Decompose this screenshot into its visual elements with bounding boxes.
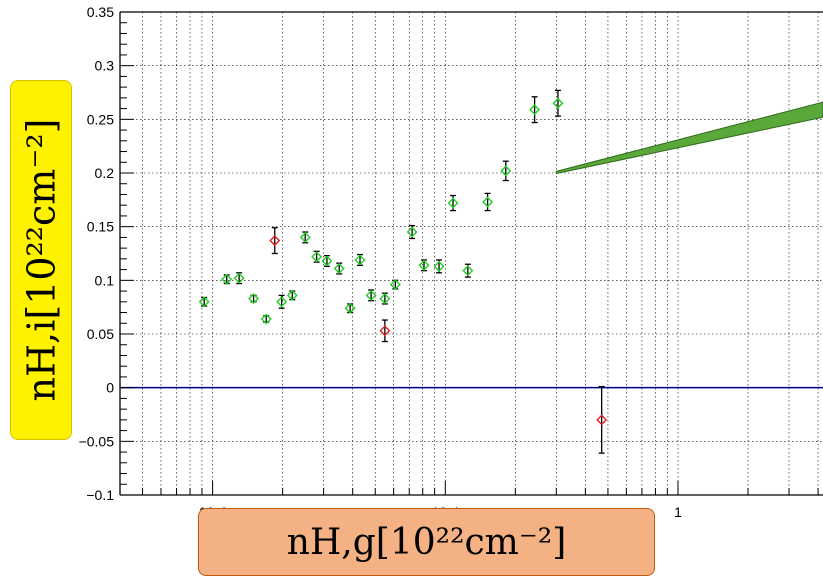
- data-point: [500, 160, 512, 182]
- data-point: [462, 263, 474, 278]
- point-marker: [379, 293, 391, 305]
- point-marker: [269, 235, 281, 247]
- data-point: [198, 296, 210, 308]
- data-point: [260, 313, 272, 325]
- y-tick-label: −0.05: [79, 433, 115, 449]
- point-marker: [344, 302, 356, 314]
- data-point: [433, 259, 445, 274]
- data-point: [406, 224, 418, 240]
- data-point: [269, 227, 281, 255]
- point-marker: [482, 196, 494, 208]
- point-marker: [379, 325, 391, 337]
- data-point: [552, 89, 564, 117]
- point-marker: [276, 296, 288, 308]
- y-tick-labels: 0.35 0.3 0.25 0.2 0.15 0.1 0.05 0 −0.05 −0.1: [79, 4, 115, 503]
- y-tick-label: 0.05: [87, 326, 114, 342]
- point-marker: [596, 414, 608, 426]
- data-point: [299, 231, 311, 244]
- data-point: [596, 385, 608, 454]
- data-point: [233, 272, 245, 285]
- data-point: [286, 289, 298, 301]
- point-marker: [462, 265, 474, 277]
- data-point: [389, 279, 401, 291]
- point-marker: [447, 197, 459, 209]
- point-marker: [321, 255, 333, 267]
- x-axis-label: nH,g[10²²cm⁻²]: [286, 521, 567, 563]
- y-tick-label: 0.1: [95, 272, 115, 288]
- data-point: [482, 192, 494, 212]
- axes: [119, 11, 823, 496]
- point-marker: [260, 313, 272, 325]
- point-marker: [418, 259, 430, 271]
- y-tick-label: 0.2: [95, 165, 115, 181]
- data-point: [354, 253, 366, 266]
- point-marker: [311, 251, 323, 263]
- x-tick-label: 1: [674, 504, 682, 520]
- y-axis-label: nH,i[10²²cm⁻²]: [19, 118, 64, 402]
- data-point: [365, 289, 377, 302]
- data-point: [447, 194, 459, 212]
- y-axis-label-box: nH,i[10²²cm⁻²]: [10, 80, 72, 440]
- point-marker: [333, 263, 345, 275]
- y-tick-label: 0.15: [87, 219, 114, 235]
- y-tick-label: 0.35: [87, 4, 114, 20]
- point-marker: [389, 279, 401, 291]
- point-marker: [529, 104, 541, 116]
- point-marker: [233, 272, 245, 284]
- point-marker: [354, 254, 366, 266]
- grid-lines: [119, 11, 823, 496]
- data-point: [311, 250, 323, 263]
- fit-band-area: [555, 101, 823, 175]
- y-tick-label: 0: [106, 380, 114, 396]
- point-marker: [433, 260, 445, 272]
- fit-band: [555, 101, 823, 175]
- data-point: [344, 302, 356, 314]
- data-point: [379, 319, 391, 343]
- y-tick-label: 0.3: [95, 58, 115, 74]
- data-point: [221, 273, 233, 285]
- y-tick-label: −0.1: [86, 487, 114, 503]
- point-marker: [406, 226, 418, 238]
- point-marker: [299, 231, 311, 243]
- y-tick-label: 0.25: [87, 111, 114, 127]
- point-marker: [365, 289, 377, 301]
- data-points: [198, 89, 608, 454]
- point-marker: [198, 296, 210, 308]
- point-marker: [248, 293, 260, 305]
- data-point: [276, 294, 288, 309]
- x-axis-label-box: nH,g[10²²cm⁻²]: [198, 508, 655, 576]
- point-marker: [500, 165, 512, 177]
- data-point: [321, 254, 333, 268]
- data-point: [418, 259, 430, 272]
- data-point: [529, 96, 541, 124]
- data-point: [248, 293, 260, 305]
- point-marker: [286, 289, 298, 301]
- data-point: [333, 262, 345, 275]
- point-marker: [221, 273, 233, 285]
- point-marker: [552, 97, 564, 109]
- data-point: [379, 292, 391, 305]
